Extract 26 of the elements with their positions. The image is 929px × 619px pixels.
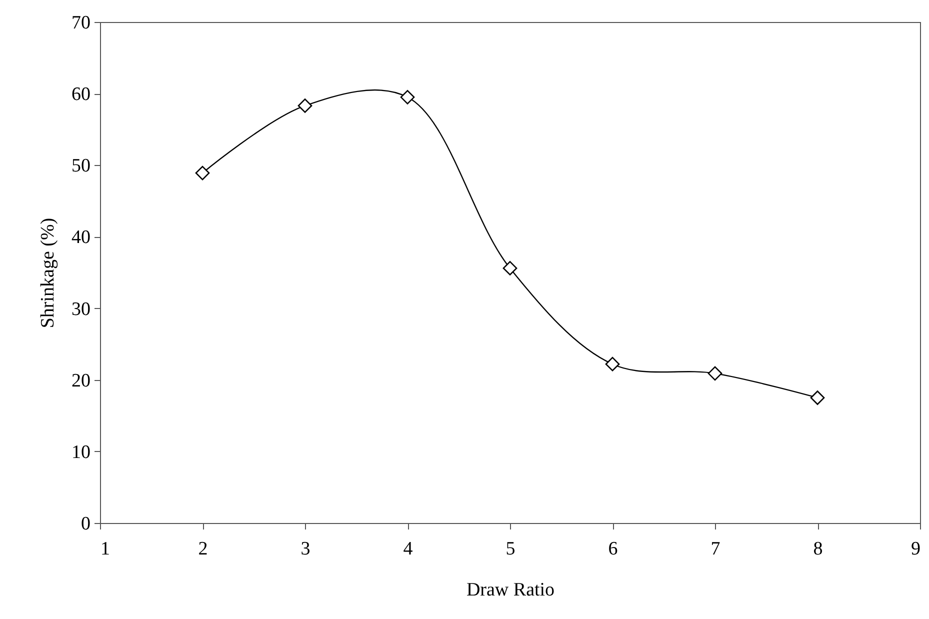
y-tick-label: 40 — [72, 227, 90, 248]
x-tick-label: 3 — [300, 538, 310, 560]
x-tick-label: 2 — [198, 538, 208, 560]
x-tick-label: 1 — [100, 538, 110, 560]
y-tick-label: 10 — [72, 442, 90, 463]
x-tick-label: 7 — [710, 538, 720, 560]
point — [502, 261, 518, 276]
y-axis-title: Shrinkage (%) — [38, 218, 58, 328]
point — [605, 356, 620, 372]
y-tick-label: 20 — [72, 370, 90, 392]
y-tick-label: 60 — [72, 84, 90, 106]
y-tick-label: 50 — [72, 156, 90, 177]
point — [708, 366, 722, 381]
point — [195, 166, 210, 180]
y-tick-label: 0 — [81, 514, 90, 534]
x-tick-label: 4 — [403, 538, 414, 560]
x-axis-title: Draw Ratio — [466, 580, 555, 600]
point — [810, 390, 825, 405]
y-tick-label: 70 — [72, 12, 90, 34]
x-tick-label: 9 — [911, 538, 920, 560]
point — [400, 90, 415, 104]
point — [298, 98, 312, 113]
x-tick-label: 5 — [506, 538, 516, 560]
x-tick-label: 6 — [608, 538, 618, 560]
x-tick-label: 8 — [813, 538, 823, 560]
y-tick-label: 30 — [72, 298, 90, 320]
